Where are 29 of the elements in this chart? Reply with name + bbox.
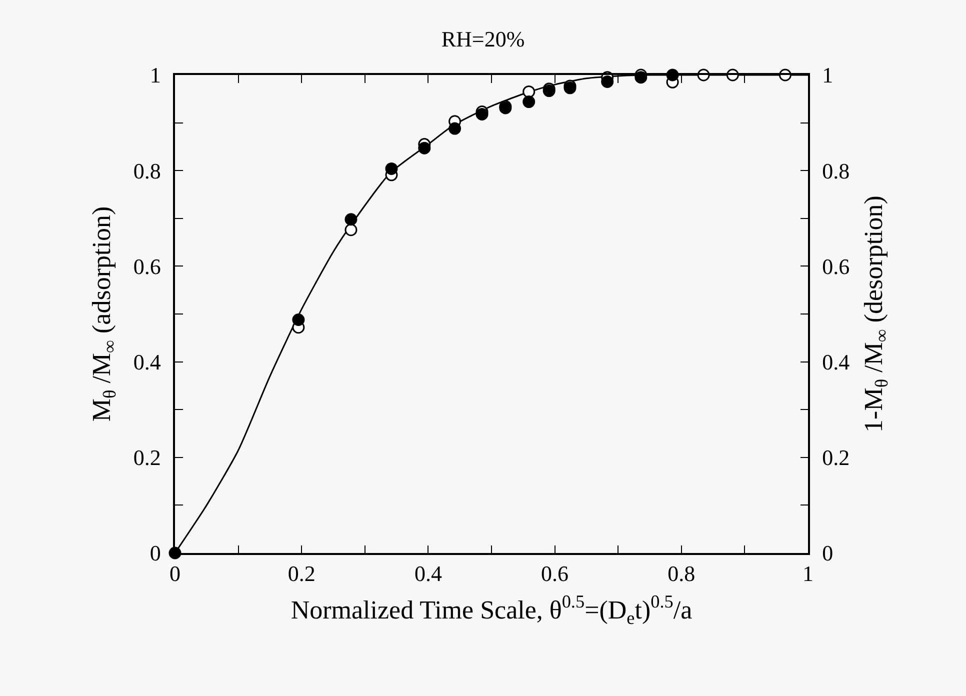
x-axis-title: Normalized Time Scale, θ$^{0.5}$=(D$_{e}$t)$^{0.5}$/a [290,591,693,628]
point [522,96,536,108]
x-tick-label: 1 [802,561,814,586]
point [522,85,536,98]
y-tick-label: 1 [150,62,161,88]
x-tick-label: 0.2 [288,561,316,586]
x-tick-label: 0.4 [414,561,442,586]
point [601,75,614,88]
x-tick-label: 0.6 [541,561,569,586]
y-tick-label: 0 [150,540,161,566]
y2-tick-label: 0.8 [822,158,850,184]
y2-tick-label: 0.4 [822,350,850,374]
y2-tick-label: 0 [822,540,834,566]
point [448,122,462,135]
y-tick-label: 0.2 [133,445,161,470]
point [292,313,305,326]
y2-tick-label: 0.6 [822,254,850,279]
y2-tick-label: 1 [822,62,834,88]
point [344,224,358,236]
point [418,142,431,154]
y-tick-label: 0.8 [133,158,161,184]
x-tick-label: 0.8 [668,561,696,586]
point [344,213,358,226]
chart-title: RH=20% [441,26,525,52]
y-tick-label: 0.4 [133,350,161,374]
point [385,162,398,175]
y2-tick-label: 0.2 [822,445,850,470]
x-tick-label: 0 [170,561,180,586]
y-tick-label: 0.6 [133,254,161,279]
